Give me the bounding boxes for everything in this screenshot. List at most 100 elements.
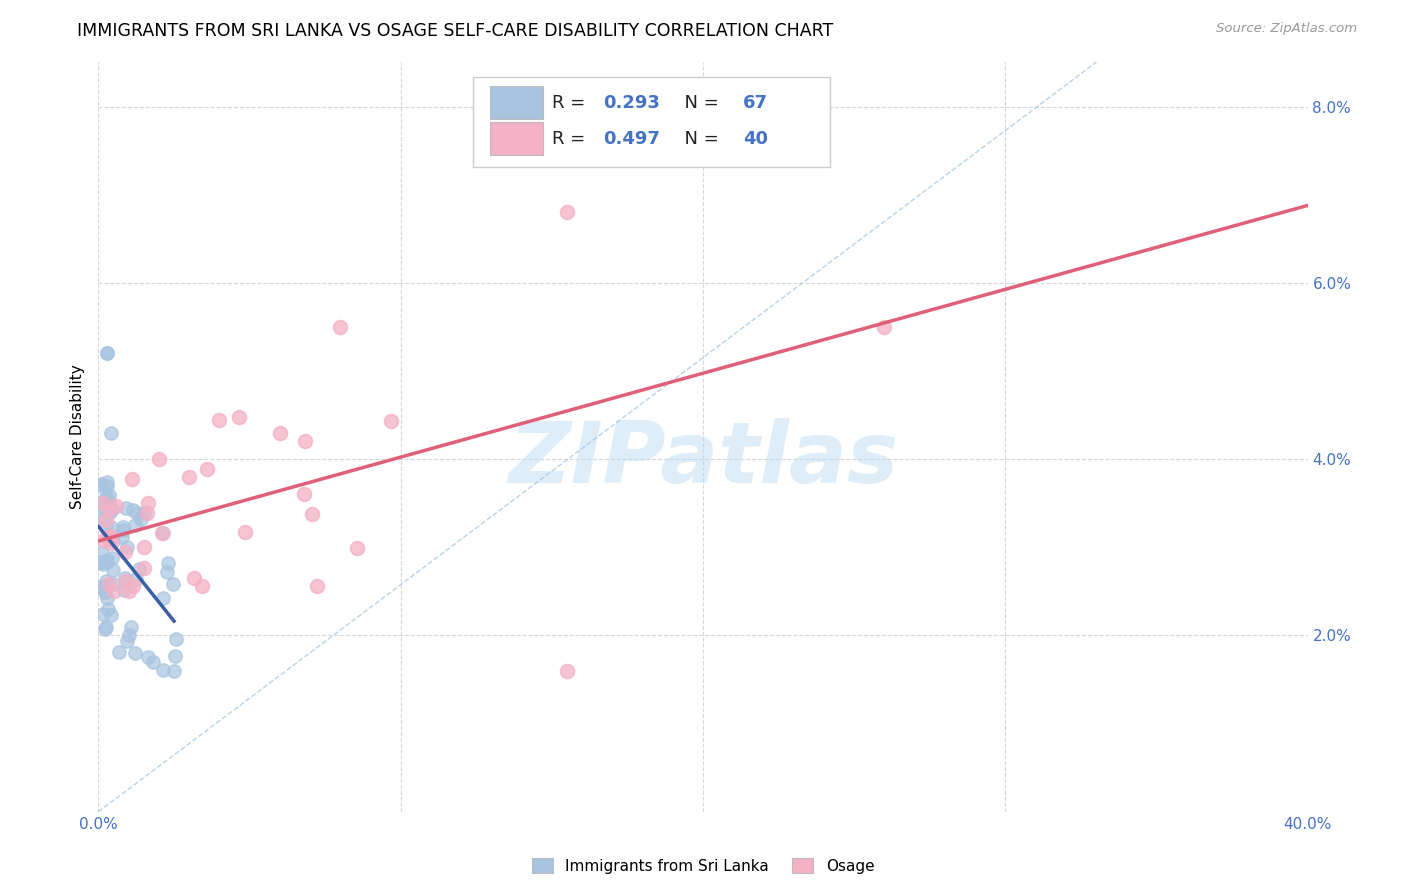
Point xyxy=(115,633,138,648)
Point xyxy=(90,478,112,492)
Point xyxy=(114,571,136,585)
Text: 40: 40 xyxy=(742,130,768,148)
Point xyxy=(93,533,115,547)
Point xyxy=(97,602,120,616)
Point xyxy=(305,579,328,593)
Point xyxy=(101,563,124,577)
Point xyxy=(165,649,187,664)
Text: N =: N = xyxy=(672,130,724,148)
Point xyxy=(97,502,120,516)
Point xyxy=(329,319,352,334)
Point xyxy=(156,566,179,580)
Point xyxy=(108,645,131,659)
Text: ZIPatlas: ZIPatlas xyxy=(508,418,898,501)
Point xyxy=(294,434,316,448)
Point xyxy=(118,584,141,599)
Text: 0.497: 0.497 xyxy=(603,130,659,148)
Point xyxy=(165,632,187,646)
Point xyxy=(96,553,118,567)
Point xyxy=(122,579,145,593)
Point xyxy=(103,534,125,549)
Point xyxy=(129,512,152,526)
Point xyxy=(152,591,174,605)
Point xyxy=(96,475,118,490)
Point xyxy=(163,664,186,678)
Point xyxy=(292,486,315,500)
FancyBboxPatch shape xyxy=(491,87,543,120)
Point xyxy=(118,628,141,642)
Point xyxy=(89,581,111,595)
Text: 0.293: 0.293 xyxy=(603,94,659,112)
Point xyxy=(93,510,115,524)
Point xyxy=(98,488,121,502)
Point xyxy=(555,664,578,678)
Point xyxy=(100,425,122,440)
Y-axis label: Self-Care Disability: Self-Care Disability xyxy=(69,365,84,509)
Point xyxy=(124,646,146,660)
Point xyxy=(104,500,127,514)
Point xyxy=(380,414,402,428)
Point xyxy=(98,531,121,545)
Point xyxy=(114,545,136,559)
Point xyxy=(125,572,148,586)
Text: 67: 67 xyxy=(742,94,768,112)
Point xyxy=(100,607,122,622)
Point xyxy=(555,205,578,219)
Point xyxy=(191,579,214,593)
Point xyxy=(96,479,118,493)
Point xyxy=(96,506,118,520)
Point xyxy=(152,663,174,677)
Point xyxy=(128,562,150,576)
Point xyxy=(111,530,134,544)
Point xyxy=(101,551,124,566)
Text: IMMIGRANTS FROM SRI LANKA VS OSAGE SELF-CARE DISABILITY CORRELATION CHART: IMMIGRANTS FROM SRI LANKA VS OSAGE SELF-… xyxy=(77,22,834,40)
Point xyxy=(91,607,114,621)
Point xyxy=(152,526,174,541)
Point xyxy=(117,541,139,555)
Legend: Immigrants from Sri Lanka, Osage: Immigrants from Sri Lanka, Osage xyxy=(526,852,880,880)
Point xyxy=(301,507,323,521)
Point xyxy=(122,502,145,516)
Point xyxy=(96,346,118,360)
Point xyxy=(132,541,155,555)
Point xyxy=(90,545,112,559)
Text: R =: R = xyxy=(551,94,591,112)
Point xyxy=(101,502,124,516)
Point xyxy=(94,622,117,636)
Point xyxy=(115,574,138,588)
Point xyxy=(96,513,118,527)
Point xyxy=(148,452,170,467)
Point xyxy=(179,469,201,483)
Point xyxy=(873,319,896,334)
Point xyxy=(103,584,125,599)
Point xyxy=(125,506,148,520)
Point xyxy=(156,556,179,570)
Point xyxy=(91,496,114,510)
Point xyxy=(136,496,159,510)
Point xyxy=(124,517,146,532)
FancyBboxPatch shape xyxy=(491,121,543,154)
Point xyxy=(98,505,121,519)
Point xyxy=(100,520,122,534)
Point xyxy=(121,472,143,486)
Point xyxy=(96,591,118,606)
Point xyxy=(94,584,117,599)
Point xyxy=(100,536,122,550)
Point xyxy=(96,346,118,360)
Point xyxy=(269,425,291,440)
Point xyxy=(233,525,256,540)
Point xyxy=(98,495,121,509)
Point xyxy=(152,526,174,541)
Point xyxy=(228,409,250,424)
Point xyxy=(132,561,155,575)
Point xyxy=(91,501,114,516)
Point xyxy=(346,541,368,556)
Point xyxy=(132,507,155,521)
Point xyxy=(208,412,231,426)
Point xyxy=(112,519,135,533)
Point xyxy=(120,620,142,634)
Point xyxy=(136,649,159,664)
Point xyxy=(97,531,120,545)
Point xyxy=(183,570,205,584)
Point xyxy=(115,501,138,516)
